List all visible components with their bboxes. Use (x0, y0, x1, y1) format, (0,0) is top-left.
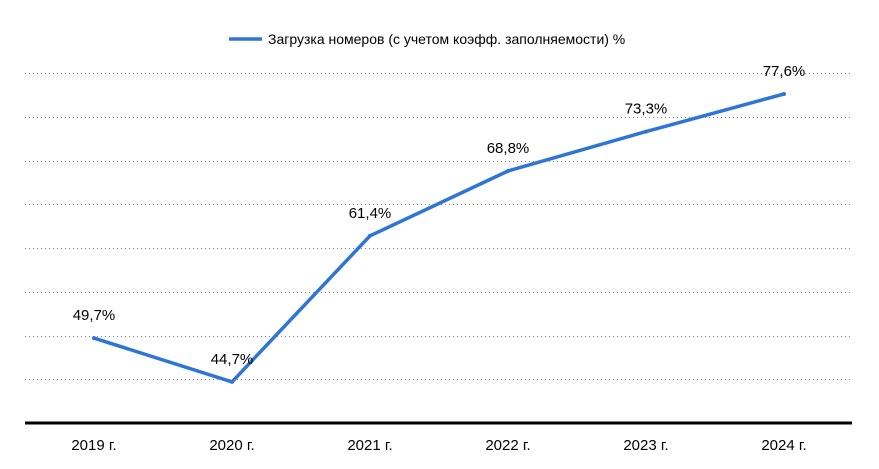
data-point (92, 336, 96, 341)
data-label: 73,3% (625, 101, 668, 118)
x-tick-label: 2023 г. (623, 437, 668, 454)
data-point (230, 379, 234, 384)
legend-label: Загрузка номеров (с учетом коэфф. заполн… (268, 31, 625, 47)
x-tick-label: 2024 г. (761, 437, 806, 454)
x-axis-ticks: 2019 г. 2020 г. 2021 г. 2022 г. 2023 г. 2024 … (71, 437, 806, 454)
data-label: 68,8% (487, 140, 530, 157)
data-label: 49,7% (73, 307, 116, 324)
series-line (92, 92, 786, 384)
data-point (506, 169, 510, 173)
legend: Загрузка номеров (с учетом коэфф. заполн… (229, 31, 625, 47)
x-tick-label: 2021 г. (347, 437, 392, 454)
gridlines (25, 73, 852, 380)
data-label: 77,6% (763, 63, 806, 80)
x-tick-label: 2019 г. (71, 437, 116, 454)
data-label: 61,4% (349, 205, 392, 222)
series-group: 49,7% 44,7% 61,4% 68,8% 73,3% 77,6% (73, 63, 806, 384)
data-label: 44,7% (211, 351, 254, 368)
data-point (644, 129, 648, 134)
x-tick-label: 2020 г. (209, 437, 254, 454)
data-point (782, 92, 786, 96)
x-tick-label: 2022 г. (485, 437, 530, 454)
data-point (368, 233, 372, 238)
